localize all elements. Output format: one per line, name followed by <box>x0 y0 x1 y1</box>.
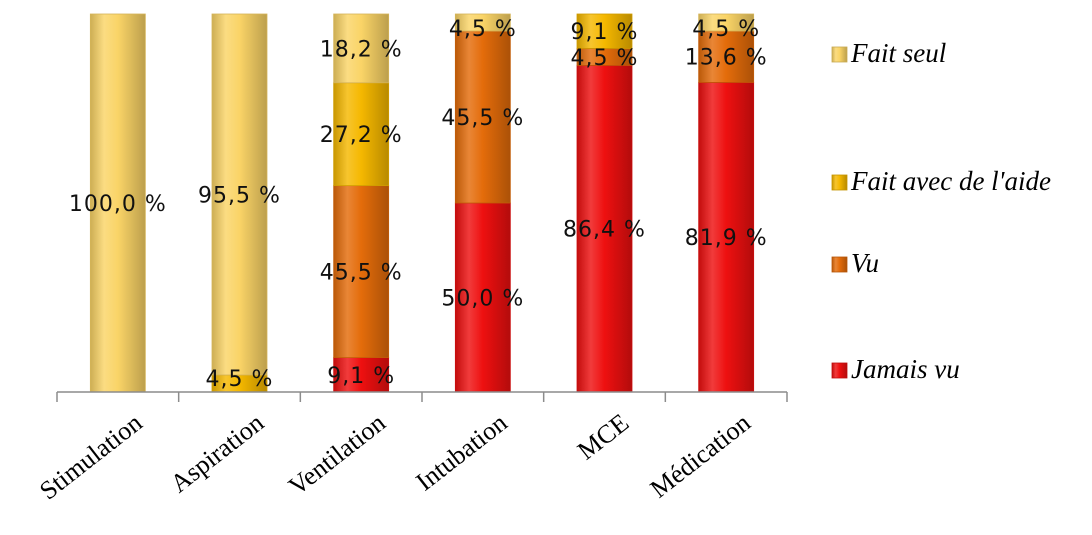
x-axis: Stimulation Aspiration Ventilation Intubati… <box>34 391 788 506</box>
bar-ventilation-vu <box>333 185 390 359</box>
legend-swatch-vu <box>831 256 848 273</box>
data-label-stimulation-fait-seul: 100,0 % <box>69 192 167 217</box>
bar-stimulation-fait-seul <box>89 13 146 393</box>
data-label-aspiration-fait-seul: 95,5 % <box>198 183 281 208</box>
bar-ventilation-fait-avec-de-l-aide <box>333 82 390 187</box>
bar-aspiration-fait-seul <box>211 13 268 376</box>
data-label-aspiration-fait-avec-de-l-aide: 4,5 % <box>206 367 274 392</box>
legend: Fait seul Fait avec de l'aide Vu Jamais vu <box>831 38 1051 384</box>
bar-ventilation-fait-seul <box>333 13 390 84</box>
data-label-intubation-fait-seul: 4,5 % <box>449 17 517 42</box>
bar-medication-fait-seul <box>698 13 755 32</box>
bar-ventilation-jamais-vu <box>333 357 390 393</box>
data-label-mce-fait-avec-de-l-aide: 9,1 % <box>571 20 639 45</box>
legend-label-vu: Vu <box>851 248 879 278</box>
data-labels-layer: 100,0 % 4,5 % 95,5 % 9,1 % 45,5 % 27,2 % 18,2 … <box>69 17 768 392</box>
legend-item-vu: Vu <box>831 248 879 278</box>
data-label-mce-vu: 4,5 % <box>571 46 639 71</box>
data-label-ventilation-jamais-vu: 9,1 % <box>327 364 395 389</box>
legend-swatch-fait-avec-de-l-aide <box>831 174 848 191</box>
legend-item-jamais-vu: Jamais vu <box>831 354 960 384</box>
data-label-ventilation-fait-seul: 18,2 % <box>320 37 403 62</box>
x-tick-label-ventilation: Ventilation <box>283 408 391 501</box>
bar-medication-vu <box>698 30 755 83</box>
x-tick-label-mce: MCE <box>572 408 634 466</box>
x-tick-label-intubation: Intubation <box>410 408 512 497</box>
data-label-ventilation-fait-avec-de-l-aide: 27,2 % <box>320 123 403 148</box>
legend-label-fait-avec-de-l-aide: Fait avec de l'aide <box>850 166 1051 196</box>
bar-intubation-jamais-vu <box>454 202 511 393</box>
x-tick-label-medication: Médication <box>645 408 756 504</box>
data-label-mce-jamais-vu: 86,4 % <box>563 218 646 243</box>
legend-item-fait-avec-de-l-aide: Fait avec de l'aide <box>831 166 1051 196</box>
bars-layer <box>89 13 755 393</box>
x-tick-label-stimulation: Stimulation <box>34 408 147 506</box>
legend-swatch-jamais-vu <box>831 362 848 379</box>
legend-swatch-fait-seul <box>831 46 848 63</box>
x-tick-label-aspiration: Aspiration <box>165 408 269 498</box>
bar-intubation-vu <box>454 30 511 204</box>
bar-mce-fait-avec-de-l-aide <box>576 13 633 49</box>
legend-label-jamais-vu: Jamais vu <box>851 354 960 384</box>
data-label-ventilation-vu: 45,5 % <box>320 261 403 286</box>
data-label-intubation-jamais-vu: 50,0 % <box>441 287 524 312</box>
legend-item-fait-seul: Fait seul <box>831 38 946 68</box>
data-label-intubation-vu: 45,5 % <box>441 106 524 131</box>
legend-label-fait-seul: Fait seul <box>850 38 946 68</box>
data-label-medication-jamais-vu: 81,9 % <box>685 226 768 251</box>
bar-intubation-fait-seul <box>454 13 511 32</box>
data-label-medication-fait-seul: 4,5 % <box>692 17 760 42</box>
data-label-medication-vu: 13,6 % <box>685 46 768 71</box>
